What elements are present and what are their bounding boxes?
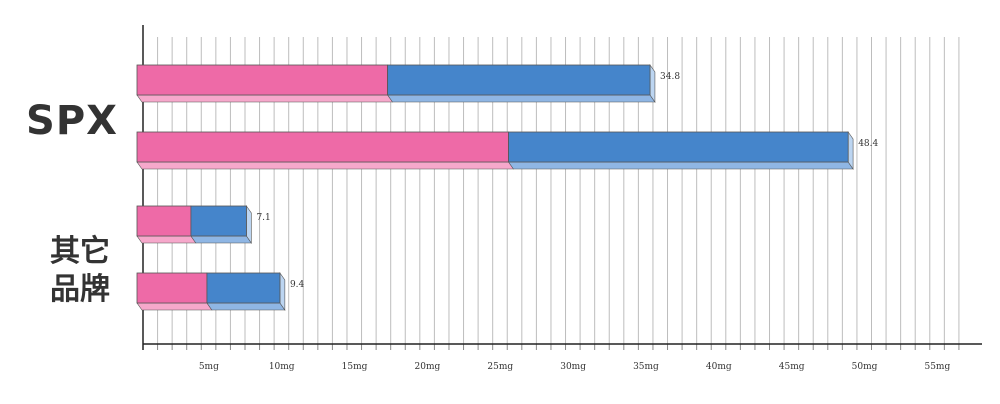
bar-side-face bbox=[279, 272, 286, 311]
bar-segment-2 bbox=[387, 64, 651, 96]
x-tick-label: 35mg bbox=[633, 362, 659, 372]
group-label-other-brands-line-1: 其它 bbox=[50, 234, 110, 269]
bar-segment-1 bbox=[136, 205, 192, 237]
bar-segment-1-base bbox=[136, 161, 515, 170]
x-tick-label: 15mg bbox=[342, 362, 368, 372]
x-tick-label: 5mg bbox=[199, 362, 219, 372]
bar-segment-2 bbox=[206, 272, 281, 304]
x-tick-label: 40mg bbox=[706, 362, 732, 372]
bar-segment-1 bbox=[136, 272, 208, 304]
x-tick-label: 45mg bbox=[779, 362, 805, 372]
bar-side-face bbox=[847, 131, 854, 170]
bar-segment-1-base bbox=[136, 302, 213, 311]
x-tick-label: 30mg bbox=[560, 362, 586, 372]
bar-segment-1-base bbox=[136, 235, 197, 244]
group-label-other-brands-line-2: 品牌 bbox=[50, 272, 110, 307]
group-label-spx: SPX bbox=[26, 98, 118, 144]
bar-value-label: 48.4 bbox=[858, 139, 878, 149]
bar-segment-1 bbox=[136, 64, 389, 96]
bar-side-face bbox=[246, 205, 252, 244]
bar-segment-2 bbox=[190, 205, 247, 237]
x-tick-label: 20mg bbox=[415, 362, 441, 372]
bar-segment-1 bbox=[136, 131, 509, 163]
bar-segment-2 bbox=[508, 131, 849, 163]
bar-segment-2-base bbox=[190, 235, 252, 244]
bar-value-label: 7.1 bbox=[256, 213, 270, 223]
bar-segment-2-base bbox=[387, 94, 656, 103]
bar-segment-2-base bbox=[206, 302, 286, 311]
x-tick-label: 10mg bbox=[269, 362, 295, 372]
bar-value-label: 9.4 bbox=[290, 280, 305, 290]
bar-segment-1-base bbox=[136, 94, 394, 103]
bar-side-face bbox=[649, 64, 656, 103]
x-tick-label: 55mg bbox=[924, 362, 950, 372]
x-tick-label: 50mg bbox=[852, 362, 878, 372]
bar-segment-2-base bbox=[507, 161, 854, 170]
bar-value-label: 34.8 bbox=[660, 72, 680, 82]
x-tick-label: 25mg bbox=[487, 362, 513, 372]
